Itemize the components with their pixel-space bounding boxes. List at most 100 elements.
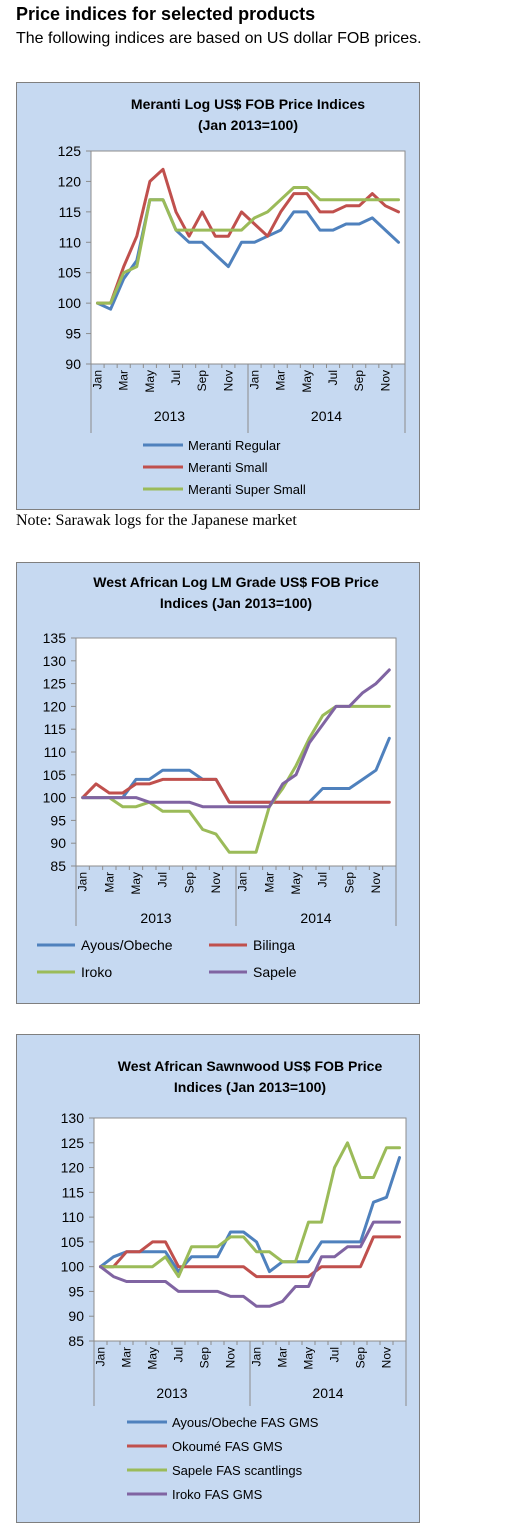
legend-label: Sapele [253,964,297,980]
y-tick-label: 110 [44,744,67,760]
y-tick-label: 130 [43,653,67,669]
x-tick-label: Nov [380,1347,394,1368]
x-year-label: 2014 [312,1385,343,1401]
x-tick-label: Sep [354,1347,368,1369]
chart-note: Note: Sarawak logs for the Japanese mark… [16,512,297,529]
x-tick-label: Sep [182,872,196,894]
x-tick-label: Sep [198,1347,212,1369]
x-tick-label: Jul [172,1347,186,1362]
y-tick-label: 105 [58,265,82,281]
series-line-4 [81,668,391,809]
legend-label: Meranti Regular [188,438,281,453]
page-subtitle: The following indices are based on US do… [16,30,422,47]
x-tick-label: Nov [369,872,383,893]
series-line-4 [99,1220,401,1308]
x-year-label: 2014 [300,910,331,926]
x-year-label: 2013 [156,1385,187,1401]
x-tick-label: Jul [316,872,330,887]
x-tick-label: May [289,872,303,895]
x-year-label: 2013 [140,910,171,926]
x-tick-label: May [146,1347,160,1370]
series-line-3 [99,1141,401,1279]
chart-panel-west-african-log: West African Log LM Grade US$ FOB Price I… [16,562,420,1004]
legend-label: Meranti Small [188,460,268,475]
x-tick-label: Mar [274,370,288,391]
y-tick-label: 120 [43,698,67,714]
chart-title-line: West African Log LM Grade US$ FOB Price [93,574,379,590]
x-tick-label: Nov [209,872,223,893]
y-tick-label: 105 [61,1234,85,1250]
legend-label: Iroko FAS GMS [172,1487,263,1502]
y-tick-label: 125 [61,1135,85,1151]
y-tick-label: 110 [59,234,82,250]
y-tick-label: 100 [61,1259,85,1275]
chart-title-line: Meranti Log US$ FOB Price Indices [131,96,365,112]
chart-west-african-log-svg: West African Log LM Grade US$ FOB Price I… [37,574,397,980]
y-tick-label: 120 [58,173,82,189]
x-tick-label: May [143,370,157,393]
y-tick-label: 90 [50,835,66,851]
x-tick-label: Jan [91,370,105,389]
x-year-label: 2013 [154,408,185,424]
x-tick-label: May [300,370,314,393]
y-tick-label: 90 [68,1308,84,1324]
x-tick-label: Jan [250,1347,264,1366]
x-tick-label: Nov [378,370,392,391]
x-tick-label: Nov [224,1347,238,1368]
x-tick-label: Mar [276,1347,290,1368]
x-tick-label: Mar [120,1347,134,1368]
x-tick-label: Jul [156,872,170,887]
page-title: Price indices for selected products [16,4,316,24]
legend-label: Iroko [81,964,112,980]
x-tick-label: Jan [236,872,250,891]
y-tick-label: 135 [43,630,67,646]
chart-title-line: West African Sawnwood US$ FOB Price [118,1058,383,1074]
y-tick-label: 130 [61,1110,85,1126]
legend-label: Okoumé FAS GMS [172,1439,283,1454]
y-tick-label: 105 [43,767,67,783]
x-tick-label: Jan [76,872,90,891]
series-line-1 [99,1156,401,1274]
y-tick-label: 125 [58,143,82,159]
x-year-label: 2014 [311,408,342,424]
x-tick-label: Sep [352,370,366,392]
x-tick-label: Mar [117,370,131,391]
x-tick-label: Jul [169,370,183,385]
series-line-3 [96,186,400,305]
y-tick-label: 110 [62,1209,85,1225]
x-tick-label: Jul [326,370,340,385]
x-tick-label: Mar [102,872,116,893]
chart-west-african-sawnwood-svg: West African Sawnwood US$ FOB Price Indic… [61,1058,407,1502]
x-tick-label: May [129,872,143,895]
y-tick-label: 100 [58,295,82,311]
x-tick-label: Sep [195,370,209,392]
y-tick-label: 95 [65,326,81,342]
y-tick-label: 95 [50,812,66,828]
plot-area [90,150,406,365]
y-tick-label: 100 [43,790,67,806]
x-tick-label: May [302,1347,316,1370]
chart-title-line: (Jan 2013=100) [198,117,298,133]
chart-title-line: Indices (Jan 2013=100) [160,595,312,611]
x-tick-label: Nov [221,370,235,391]
legend-label: Bilinga [253,937,295,953]
series-line-2 [96,167,400,305]
plot-area [75,637,397,867]
x-tick-label: Jan [248,370,262,389]
y-tick-label: 115 [44,721,67,737]
chart-title-line: Indices (Jan 2013=100) [174,1079,326,1095]
x-tick-label: Jul [328,1347,342,1362]
y-tick-label: 85 [68,1333,84,1349]
y-tick-label: 95 [68,1283,84,1299]
y-tick-label: 85 [50,858,66,874]
chart-panel-meranti: Meranti Log US$ FOB Price Indices (Jan 20… [16,82,420,510]
y-tick-label: 115 [62,1184,85,1200]
series-line-2 [99,1235,401,1279]
x-tick-label: Jan [94,1347,108,1366]
plot-area [93,1117,407,1342]
y-tick-label: 120 [61,1160,85,1176]
y-tick-label: 125 [43,676,67,692]
chart-panel-west-african-sawnwood: West African Sawnwood US$ FOB Price Indic… [16,1034,420,1523]
series-line-2 [81,777,391,804]
y-tick-label: 115 [59,204,82,220]
